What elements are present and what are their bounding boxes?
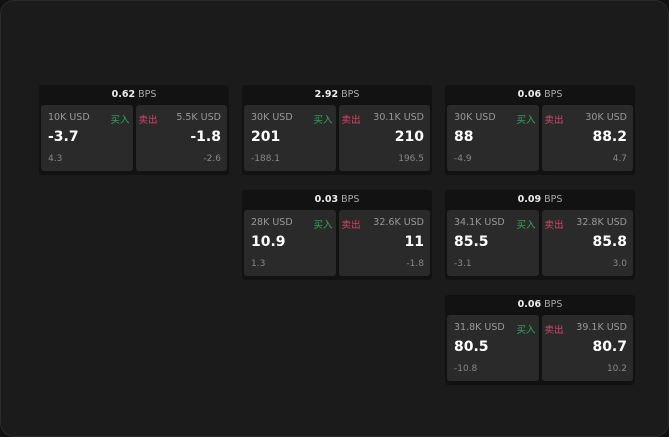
buy-price: -3.7 — [48, 129, 79, 145]
spread-header: 0.09 BPS — [445, 190, 635, 210]
spread-unit: BPS — [341, 194, 360, 205]
buy-change: 1.3 — [251, 259, 266, 269]
sell-panel[interactable]: 卖出 30K USD 88.2 4.7 — [541, 105, 633, 171]
sell-panel[interactable]: 卖出 32.6K USD 11 -1.8 — [338, 210, 430, 276]
sell-label: 卖出 — [544, 115, 564, 126]
sell-change: 4.7 — [612, 154, 627, 164]
buy-change: -4.9 — [454, 154, 472, 164]
sell-panel[interactable]: 卖出 5.5K USD -1.8 -2.6 — [135, 105, 227, 171]
spread-unit: BPS — [544, 194, 563, 205]
buy-label: 买入 — [313, 220, 333, 231]
sell-change: 196.5 — [398, 154, 424, 164]
sell-label: 卖出 — [544, 325, 564, 336]
buy-panel[interactable]: 10K USD 买入 -3.7 4.3 — [41, 105, 133, 171]
buy-label: 买入 — [110, 115, 130, 126]
buy-price: 85.5 — [454, 234, 489, 250]
spread-value: 0.09 — [517, 194, 542, 205]
quote-card: 2.92 BPS 30K USD 买入 201 -188.1 卖出 30.1K … — [242, 85, 432, 175]
buy-price: 80.5 — [454, 339, 489, 355]
sell-size: 39.1K USD — [576, 322, 627, 333]
sell-price: 85.8 — [592, 234, 627, 250]
spread-header: 0.62 BPS — [39, 85, 229, 105]
spread-header: 0.03 BPS — [242, 190, 432, 210]
buy-panel[interactable]: 30K USD 买入 201 -188.1 — [244, 105, 336, 171]
quote-card: 0.03 BPS 28K USD 买入 10.9 1.3 卖出 32.6K US… — [242, 190, 432, 280]
sell-change: 10.2 — [606, 364, 627, 374]
sell-price: 210 — [394, 129, 424, 145]
sell-label: 卖出 — [138, 115, 158, 126]
quote-card: 0.06 BPS 30K USD 买入 88 -4.9 卖出 30K USD 8… — [445, 85, 635, 175]
sell-size: 30.1K USD — [373, 112, 424, 123]
sell-size: 30K USD — [585, 112, 627, 123]
buy-size: 30K USD — [454, 112, 496, 123]
sell-size: 32.8K USD — [576, 217, 627, 228]
sell-size: 5.5K USD — [176, 112, 221, 123]
buy-size: 10K USD — [48, 112, 90, 123]
sell-price: 88.2 — [592, 129, 627, 145]
spread-value: 2.92 — [314, 89, 339, 100]
buy-price: 201 — [251, 129, 281, 145]
sell-change: -1.8 — [406, 259, 424, 269]
buy-panel[interactable]: 31.8K USD 买入 80.5 -10.8 — [447, 315, 539, 381]
quote-card: 0.62 BPS 10K USD 买入 -3.7 4.3 卖出 5.5K USD… — [39, 85, 229, 175]
sell-panel[interactable]: 卖出 39.1K USD 80.7 10.2 — [541, 315, 633, 381]
sell-size: 32.6K USD — [373, 217, 424, 228]
sell-price: 11 — [404, 234, 424, 250]
buy-panel[interactable]: 28K USD 买入 10.9 1.3 — [244, 210, 336, 276]
buy-panel[interactable]: 30K USD 买入 88 -4.9 — [447, 105, 539, 171]
buy-label: 买入 — [516, 115, 536, 126]
sell-panel[interactable]: 卖出 32.8K USD 85.8 3.0 — [541, 210, 633, 276]
spread-unit: BPS — [341, 89, 360, 100]
buy-label: 买入 — [516, 220, 536, 231]
spread-unit: BPS — [138, 89, 157, 100]
quote-card: 0.09 BPS 34.1K USD 买入 85.5 -3.1 卖出 32.8K… — [445, 190, 635, 280]
spread-unit: BPS — [544, 299, 563, 310]
sell-price: -1.8 — [190, 129, 221, 145]
spread-value: 0.03 — [314, 194, 339, 205]
spread-unit: BPS — [544, 89, 563, 100]
spread-header: 0.06 BPS — [445, 295, 635, 315]
buy-size: 28K USD — [251, 217, 293, 228]
buy-size: 31.8K USD — [454, 322, 505, 333]
quote-card: 0.06 BPS 31.8K USD 买入 80.5 -10.8 卖出 39.1… — [445, 295, 635, 385]
sell-price: 80.7 — [592, 339, 627, 355]
buy-change: -10.8 — [454, 364, 478, 374]
buy-change: -188.1 — [251, 154, 281, 164]
sell-change: -2.6 — [203, 154, 221, 164]
buy-label: 买入 — [516, 325, 536, 336]
sell-change: 3.0 — [612, 259, 627, 269]
sell-label: 卖出 — [544, 220, 564, 231]
buy-size: 30K USD — [251, 112, 293, 123]
spread-value: 0.06 — [517, 299, 542, 310]
sell-label: 卖出 — [341, 115, 361, 126]
spread-value: 0.62 — [111, 89, 136, 100]
spread-value: 0.06 — [517, 89, 542, 100]
buy-size: 34.1K USD — [454, 217, 505, 228]
buy-change: 4.3 — [48, 154, 63, 164]
spread-header: 0.06 BPS — [445, 85, 635, 105]
buy-panel[interactable]: 34.1K USD 买入 85.5 -3.1 — [447, 210, 539, 276]
buy-label: 买入 — [313, 115, 333, 126]
buy-change: -3.1 — [454, 259, 472, 269]
buy-price: 88 — [454, 129, 474, 145]
buy-price: 10.9 — [251, 234, 286, 250]
sell-panel[interactable]: 卖出 30.1K USD 210 196.5 — [338, 105, 430, 171]
sell-label: 卖出 — [341, 220, 361, 231]
spread-header: 2.92 BPS — [242, 85, 432, 105]
